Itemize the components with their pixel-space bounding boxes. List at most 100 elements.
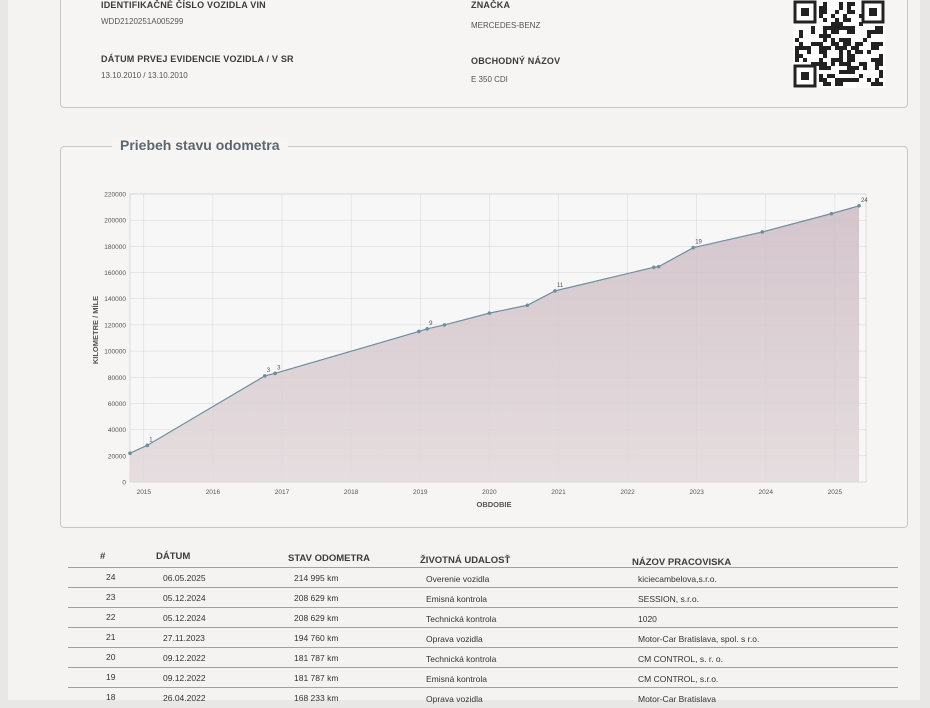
y-tick-label: 20000 [108, 453, 126, 460]
data-point [829, 211, 834, 216]
cell-date: 26.04.2022 [163, 692, 206, 703]
vin-value: WDD2120251A005299 [101, 17, 184, 26]
x-tick-label: 2024 [759, 489, 774, 496]
cell-odometer: 208 629 km [294, 593, 339, 604]
x-tick-label: 2020 [482, 489, 497, 496]
y-tick-label: 140000 [104, 296, 126, 303]
cell-date: 05.12.2024 [163, 592, 206, 603]
x-tick-label: 2015 [137, 489, 152, 496]
cell-number: 20 [106, 652, 116, 662]
data-point [128, 451, 132, 456]
cell-workplace: SESSION, s.r.o. [638, 594, 699, 605]
x-tick-label: 2021 [551, 489, 566, 496]
col-header-date: DÁTUM [156, 551, 191, 562]
cell-workplace: CM CONTROL, s.r.o. [638, 674, 719, 685]
cell-event: Oprava vozidla [426, 633, 483, 644]
data-point [525, 303, 530, 308]
data-point [145, 443, 150, 448]
x-axis-label: OBDOBIE [476, 500, 511, 509]
cell-number: 23 [106, 592, 116, 602]
odometer-line [129, 205, 860, 454]
y-tick-label: 220000 [104, 192, 126, 199]
cell-event: Overenie vozidla [426, 573, 490, 584]
table-row: 19 09.12.2022 181 787 km Emisná kontrola CM … [68, 667, 898, 688]
x-tick-label: 2025 [828, 489, 843, 496]
qr-code [793, 0, 885, 88]
table-row: 23 05.12.2024 208 629 km Emisná kontrola SES… [68, 587, 898, 608]
document-page: IDENTIFIKAČNÉ ČÍSLO VOZIDLA VIN WDD21202… [8, 0, 920, 704]
x-tick-label: 2023 [689, 489, 704, 496]
cell-odometer: 208 629 km [294, 613, 339, 624]
trade-name-label: OBCHODNÝ NÁZOV [471, 56, 561, 66]
cell-number: 22 [106, 612, 116, 622]
cell-workplace: Motor-Car Bratislava [638, 694, 716, 705]
chart-section-title: Priebeh stavu odometra [112, 137, 288, 153]
col-header-odometer: STAV ODOMETRA [288, 553, 370, 564]
cell-workplace: kiciecambelova,s.r.o. [638, 574, 717, 585]
y-tick-label: 40000 [108, 427, 126, 434]
data-point [760, 230, 765, 234]
data-point-label: 24 [861, 198, 868, 204]
data-point-label: 3 [277, 365, 281, 371]
y-tick-label: 100000 [104, 349, 126, 356]
data-point [652, 265, 656, 270]
x-tick-label: 2018 [344, 489, 359, 496]
x-tick-label: 2016 [206, 489, 221, 496]
cell-odometer: 181 787 km [294, 653, 339, 664]
vin-label: IDENTIFIKAČNÉ ČÍSLO VOZIDLA VIN [101, 0, 266, 10]
table-row: 21 27.11.2023 194 760 km Oprava vozidla Moto… [68, 627, 898, 648]
table-row: 20 09.12.2022 181 787 km Technická kontrola… [68, 647, 898, 668]
y-axis-label: KILOMETRE / MÍLE [91, 296, 100, 364]
cell-odometer: 168 233 km [294, 693, 339, 704]
x-tick-label: 2019 [413, 489, 428, 496]
y-tick-label: 120000 [104, 322, 126, 329]
data-point [425, 327, 429, 331]
cell-odometer: 214 995 km [294, 573, 339, 584]
data-point [553, 289, 557, 293]
cell-event: Technická kontrola [426, 653, 497, 664]
cell-event: Oprava vozidla [426, 693, 483, 704]
y-tick-label: 80000 [108, 375, 126, 382]
y-tick-label: 60000 [108, 401, 126, 408]
cell-event: Technická kontrola [426, 613, 497, 624]
cell-event: Emisná kontrola [426, 593, 487, 604]
trade-name-value: E 350 CDI [471, 75, 508, 84]
data-point-label: 19 [695, 240, 702, 246]
registration-date-value: 13.10.2010 / 13.10.2010 [101, 71, 188, 80]
col-header-number: # [100, 551, 106, 562]
y-tick-label: 160000 [104, 270, 126, 277]
cell-workplace: CM CONTROL, s. r. o. [638, 654, 724, 665]
cell-date: 06.05.2025 [163, 572, 206, 583]
cell-workplace: 1020 [638, 614, 657, 625]
data-point [857, 203, 861, 208]
data-point-label: 11 [557, 283, 564, 289]
cell-date: 27.11.2023 [163, 632, 205, 643]
brand-label: ZNAČKA [471, 0, 511, 10]
col-header-workplace: NÁZOV PRACOVISKA [632, 557, 732, 568]
col-header-event: ŽIVOTNÁ UDALOSŤ [420, 555, 511, 566]
y-tick-label: 200000 [104, 218, 126, 225]
data-point-label: 3 [267, 368, 271, 374]
y-tick-label: 180000 [104, 244, 126, 251]
cell-number: 18 [106, 692, 116, 702]
odometer-chart: 0 20000 40000 60000 80000 100000 120000 140000 1… [91, 192, 868, 510]
data-point [417, 329, 421, 334]
data-point [262, 374, 267, 378]
table-row: 24 06.05.2025 214 995 km Overenie vozidla ki… [68, 567, 898, 588]
cell-odometer: 181 787 km [294, 673, 339, 684]
data-point [691, 245, 696, 250]
data-point-label: 1 [149, 437, 153, 443]
odometer-area [130, 205, 860, 483]
cell-date: 05.12.2024 [163, 612, 206, 623]
registration-date-label: DÁTUM PRVEJ EVIDENCIE VOZIDLA / V SR [101, 54, 294, 64]
x-tick-label: 2017 [275, 489, 290, 496]
cell-date: 09.12.2022 [163, 652, 206, 663]
cell-date: 09.12.2022 [163, 672, 206, 683]
data-point-label: 9 [429, 321, 433, 327]
x-tick-label: 2022 [620, 489, 635, 496]
data-point [656, 264, 661, 269]
table-row: 22 05.12.2024 208 629 km Technická kontrola… [68, 607, 898, 628]
table-row: 18 26.04.2022 168 233 km Oprava vozidla Moto… [68, 687, 898, 708]
data-point [487, 311, 492, 315]
cell-odometer: 194 760 km [294, 633, 339, 644]
